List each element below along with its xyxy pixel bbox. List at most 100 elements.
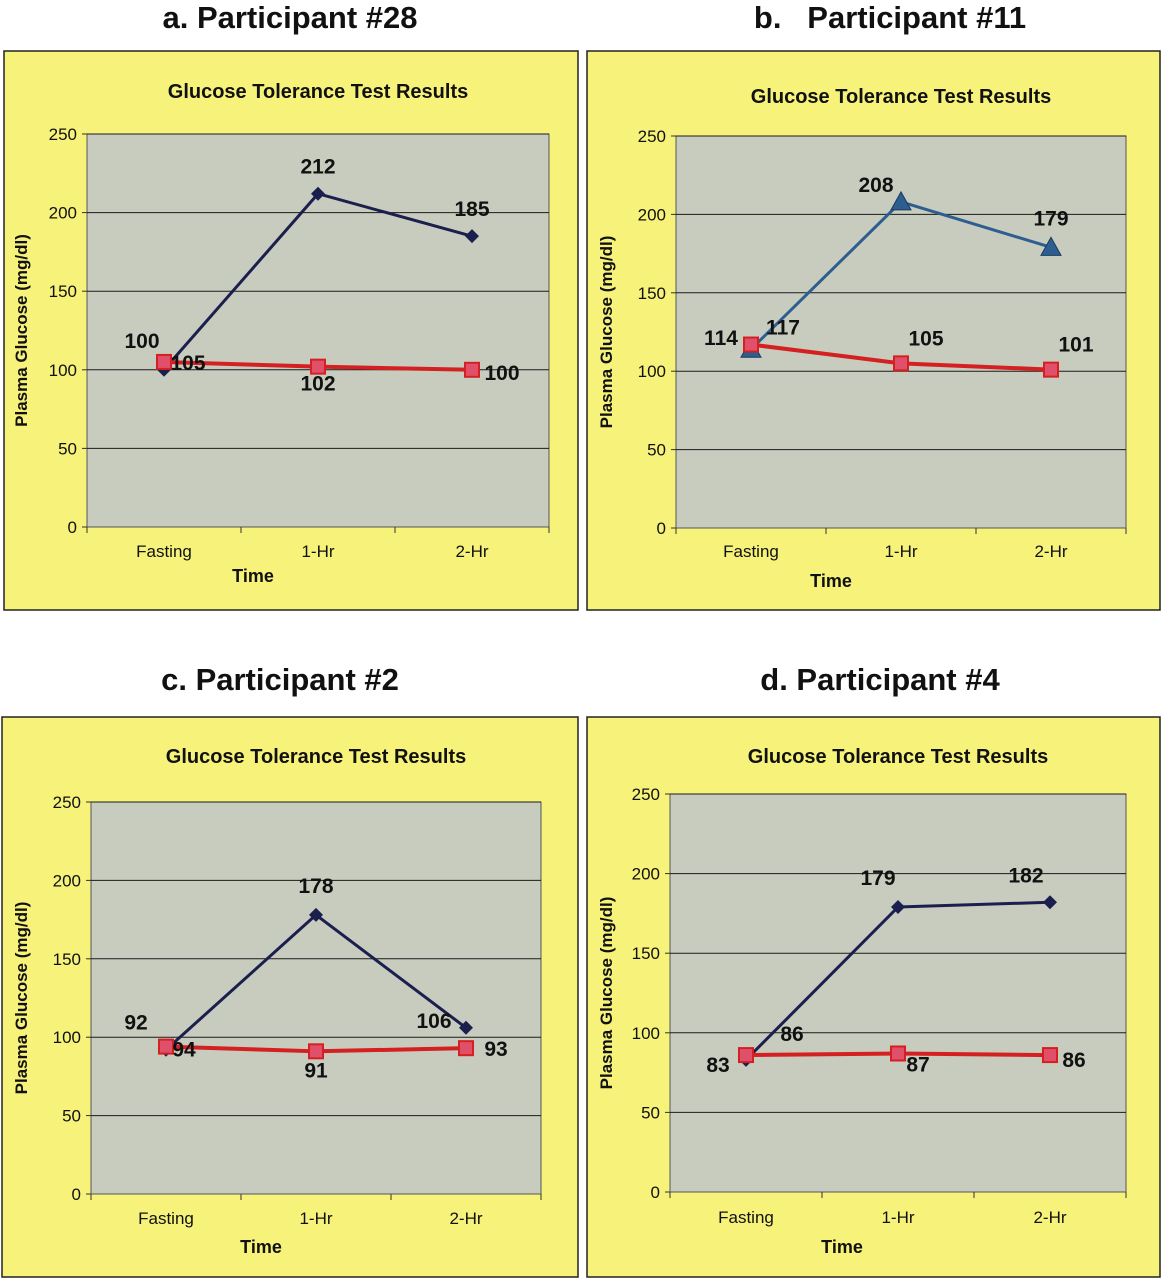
data-point-square xyxy=(1043,361,1059,378)
y-tick-label: 50 xyxy=(58,439,77,458)
y-tick-label: 200 xyxy=(632,865,660,884)
y-tick-label: 200 xyxy=(638,205,666,224)
y-tick-label: 100 xyxy=(53,1028,81,1047)
y-tick-label: 0 xyxy=(72,1185,81,1204)
data-label: 86 xyxy=(780,1023,803,1046)
data-label: 94 xyxy=(172,1039,196,1062)
y-tick-label: 0 xyxy=(651,1183,660,1202)
x-tick-label: 2-Hr xyxy=(1034,542,1067,561)
data-label: 106 xyxy=(416,1010,451,1033)
data-point-square xyxy=(890,1045,906,1062)
data-point-triangle xyxy=(890,190,912,211)
data-label: 102 xyxy=(300,373,335,396)
data-label: 179 xyxy=(1033,207,1068,230)
data-label: 92 xyxy=(124,1012,147,1035)
y-axis-label: Plasma Glucose (mg/dl) xyxy=(597,236,616,429)
data-label: 91 xyxy=(304,1059,328,1082)
chart-panel-b: 0 50 100 150 200 250 Fasting 1-Hr 2-Hr Glucose To… xyxy=(586,50,1161,611)
x-tick-label: 2-Hr xyxy=(1033,1208,1066,1227)
y-axis-label: Plasma Glucose (mg/dl) xyxy=(12,234,31,427)
data-point-square xyxy=(310,358,326,375)
chart-panel-c: 0 50 100 150 200 250 Fasting 1-Hr 2-Hr Glucose To… xyxy=(1,716,579,1278)
data-label: 93 xyxy=(484,1038,507,1061)
data-label: 208 xyxy=(858,174,893,197)
data-label: 100 xyxy=(124,330,159,353)
y-tick-label: 150 xyxy=(632,944,660,963)
x-tick-label: Fasting xyxy=(138,1209,194,1228)
data-label: 101 xyxy=(1058,334,1093,357)
x-axis-label: Time xyxy=(821,1237,863,1257)
y-tick-label: 150 xyxy=(49,282,77,301)
data-label: 105 xyxy=(170,352,205,375)
x-axis-label: Time xyxy=(810,571,852,591)
y-tick-label: 200 xyxy=(53,871,81,890)
data-point-square xyxy=(1042,1047,1058,1064)
data-point-diamond xyxy=(459,1020,473,1035)
x-tick-label: 1-Hr xyxy=(884,542,917,561)
x-tick-label: 2-Hr xyxy=(455,542,488,561)
data-point-square xyxy=(158,1038,174,1055)
panel-heading-b: b. Participant #11 xyxy=(753,0,1027,35)
data-label: 212 xyxy=(300,156,335,179)
data-label: 105 xyxy=(908,327,943,350)
y-tick-label: 100 xyxy=(638,362,666,381)
y-tick-label: 50 xyxy=(641,1103,660,1122)
x-tick-label: 1-Hr xyxy=(881,1208,914,1227)
data-label: 83 xyxy=(706,1054,729,1077)
chart-panel-a: 0 50 100 150 200 250 Fasting 1-Hr 2-Hr Glucose To… xyxy=(3,50,579,611)
data-point-diamond xyxy=(891,900,905,915)
y-tick-label: 200 xyxy=(49,204,77,223)
x-axis-label: Time xyxy=(232,566,274,586)
chart-title: Glucose Tolerance Test Results xyxy=(166,746,466,768)
data-point-diamond xyxy=(309,907,323,922)
y-tick-label: 100 xyxy=(49,361,77,380)
y-tick-label: 150 xyxy=(53,950,81,969)
y-axis-label: Plasma Glucose (mg/dl) xyxy=(12,902,31,1095)
x-tick-label: 1-Hr xyxy=(299,1209,332,1228)
y-tick-label: 250 xyxy=(638,127,666,146)
data-point-square xyxy=(743,336,759,353)
y-tick-label: 0 xyxy=(68,518,77,537)
data-label: 86 xyxy=(1062,1049,1085,1072)
y-tick-label: 250 xyxy=(632,785,660,804)
y-tick-label: 50 xyxy=(647,441,666,460)
panel-heading-c: c. Participant #2 xyxy=(161,662,399,697)
x-tick-label: Fasting xyxy=(723,542,779,561)
y-tick-label: 150 xyxy=(638,284,666,303)
data-point-square xyxy=(464,361,480,378)
y-tick-label: 250 xyxy=(53,793,81,812)
x-tick-label: 1-Hr xyxy=(301,542,334,561)
data-point-diamond xyxy=(311,186,325,201)
y-tick-label: 0 xyxy=(657,519,666,538)
panel-heading-d: d. Participant #4 xyxy=(760,662,1000,697)
plot-area xyxy=(90,801,542,1195)
data-label: 179 xyxy=(860,867,895,890)
data-label: 117 xyxy=(766,317,800,340)
data-label: 178 xyxy=(298,875,333,898)
y-axis-label: Plasma Glucose (mg/dl) xyxy=(597,897,616,1090)
data-label: 100 xyxy=(484,362,519,385)
x-tick-label: 2-Hr xyxy=(449,1209,482,1228)
chart-title: Glucose Tolerance Test Results xyxy=(751,86,1051,108)
chart-title: Glucose Tolerance Test Results xyxy=(168,81,468,103)
y-tick-label: 50 xyxy=(62,1107,81,1126)
x-tick-label: Fasting xyxy=(136,542,192,561)
chart-title: Glucose Tolerance Test Results xyxy=(748,746,1048,768)
chart-panel-d: 0 50 100 150 200 250 Fasting 1-Hr 2-Hr Glucose To… xyxy=(586,716,1161,1278)
panel-heading-a: a. Participant #28 xyxy=(162,0,418,35)
data-label: 114 xyxy=(704,327,738,350)
data-point-diamond xyxy=(465,229,479,244)
data-label: 185 xyxy=(454,198,489,221)
x-tick-label: Fasting xyxy=(718,1208,774,1227)
y-tick-label: 250 xyxy=(49,125,77,144)
data-point-square xyxy=(893,355,909,372)
data-label: 87 xyxy=(906,1053,929,1076)
data-point-diamond xyxy=(1043,895,1057,910)
data-point-square xyxy=(738,1047,754,1064)
plot-area xyxy=(669,793,1127,1193)
data-point-square xyxy=(458,1040,474,1057)
x-axis-label: Time xyxy=(240,1237,282,1257)
y-tick-label: 100 xyxy=(632,1024,660,1043)
data-point-triangle xyxy=(1040,236,1062,256)
data-point-square xyxy=(156,353,172,370)
